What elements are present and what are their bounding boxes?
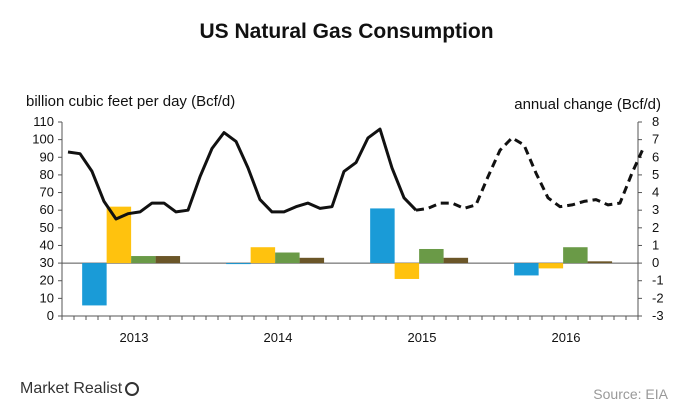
left-tick-label: 110 [33, 114, 54, 129]
annual-change-bar [394, 263, 420, 279]
consumption-line-actual [67, 127, 418, 221]
chart-title: US Natural Gas Consumption [199, 20, 494, 43]
right-tick-label: 0 [652, 255, 659, 270]
annual-change-bar [82, 263, 107, 306]
annual-change-bar [370, 208, 395, 264]
brand-logo: Market Realist [20, 380, 140, 398]
x-tick-label: 2013 [120, 330, 149, 345]
left-tick-label: 50 [40, 220, 54, 235]
right-tick-label: -3 [652, 308, 664, 323]
logo-text: Market Realist [20, 380, 123, 397]
x-tick-label: 2015 [408, 330, 437, 345]
left-axis-label: billion cubic feet per day (Bcf/d) [26, 93, 236, 110]
right-tick-label: 3 [652, 202, 659, 217]
right-tick-label: 5 [652, 167, 659, 182]
annual-change-bar [226, 263, 251, 265]
source-note: Source: EIA [593, 386, 668, 402]
right-tick-label: 7 [652, 132, 659, 147]
annual-change-bar [514, 263, 539, 276]
left-tick-label: 60 [40, 202, 54, 217]
magnifier-icon [125, 382, 140, 396]
annual-change-bar [299, 257, 325, 264]
right-axis-label: annual change (Bcf/d) [514, 96, 661, 113]
left-tick-label: 90 [40, 149, 54, 164]
left-tick-label: 40 [40, 237, 54, 252]
right-tick-label: -1 [652, 273, 664, 288]
x-tick-label: 2016 [552, 330, 581, 345]
annual-change-bar [155, 256, 181, 264]
left-tick-label: 80 [40, 167, 54, 182]
annual-change-bar [275, 252, 300, 264]
right-tick-label: 4 [652, 185, 659, 200]
annual-change-bar [419, 248, 444, 264]
annual-change-bar [563, 247, 588, 264]
left-tick-label: 20 [40, 273, 54, 288]
annual-change-bar [443, 257, 469, 264]
left-tick-label: 10 [40, 290, 54, 305]
annual-change-bar [131, 256, 156, 264]
right-tick-label: 2 [652, 220, 659, 235]
annual-change-bar [106, 206, 132, 264]
left-tick-label: 70 [40, 185, 54, 200]
right-tick-label: -2 [652, 290, 664, 305]
annual-change-bar [538, 263, 564, 269]
left-tick-label: 100 [32, 132, 54, 147]
right-tick-label: 1 [652, 237, 659, 252]
right-tick-label: 8 [652, 114, 659, 129]
annual-change-bar [587, 261, 613, 264]
annual-change-bar [250, 247, 276, 264]
right-tick-label: 6 [652, 149, 659, 164]
left-tick-label: 0 [47, 308, 54, 323]
x-tick-label: 2014 [264, 330, 293, 345]
left-tick-label: 30 [40, 255, 54, 270]
consumption-line-forecast [415, 136, 646, 212]
